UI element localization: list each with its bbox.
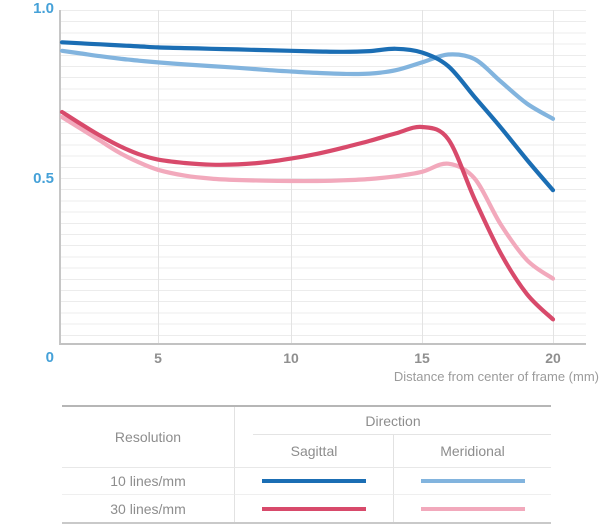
- x-axis-title: Distance from center of frame (mm): [393, 369, 599, 384]
- curves-svg: [59, 40, 556, 322]
- legend-row-10-meridional-cell: [393, 468, 551, 495]
- x-tick-10: 10: [283, 350, 299, 366]
- origin-tick-0: 0: [45, 349, 54, 366]
- curve-sagittal_10: [59, 40, 556, 193]
- curve-meridional_10: [59, 48, 556, 121]
- legend-table: Resolution Direction Sagittal Meridional…: [62, 405, 551, 524]
- swatch-meridional-10: [420, 479, 525, 483]
- resolution-header-cell: Resolution: [62, 407, 235, 468]
- resolution-header-label: Resolution: [114, 429, 182, 445]
- mtf-chart: 1.0 0.5 0 5 10 15 20 Distance from cente…: [33, 0, 599, 385]
- sagittal-header-label: Sagittal: [290, 443, 338, 459]
- gridline-10: [291, 10, 292, 343]
- gridline-15: [422, 10, 423, 343]
- swatch-sagittal-30: [262, 506, 366, 511]
- curve-sagittal_30: [59, 109, 556, 322]
- legend-row-30-label: 30 lines/mm: [110, 500, 186, 517]
- y-tick-1-0: 1.0: [33, 0, 54, 17]
- y-tick-0-5: 0.5: [33, 170, 54, 187]
- x-tick-20: 20: [545, 350, 561, 366]
- legend-row-30-sagittal-cell: [235, 495, 393, 522]
- sagittal-header-cell: Sagittal: [235, 435, 393, 468]
- legend-row-30-label-cell: 30 lines/mm: [62, 495, 235, 522]
- gridline-5: [158, 10, 159, 343]
- curve-meridional_30: [59, 115, 556, 281]
- swatch-meridional-30: [420, 506, 525, 511]
- legend-row-30-meridional-cell: [393, 495, 551, 522]
- x-tick-5: 5: [154, 350, 162, 366]
- meridional-header-label: Meridional: [440, 443, 505, 459]
- legend-row-10-label: 10 lines/mm: [110, 473, 186, 489]
- direction-header-cell: Direction: [235, 407, 551, 435]
- plot-area: [59, 10, 586, 345]
- legend-row-10-label-cell: 10 lines/mm: [62, 468, 235, 495]
- direction-header-label: Direction: [365, 413, 421, 429]
- swatch-sagittal-10: [262, 479, 366, 483]
- legend-row-10-sagittal-cell: [235, 468, 393, 495]
- meridional-header-cell: Meridional: [393, 435, 551, 468]
- x-tick-15: 15: [414, 350, 430, 366]
- gridline-20: [553, 10, 554, 343]
